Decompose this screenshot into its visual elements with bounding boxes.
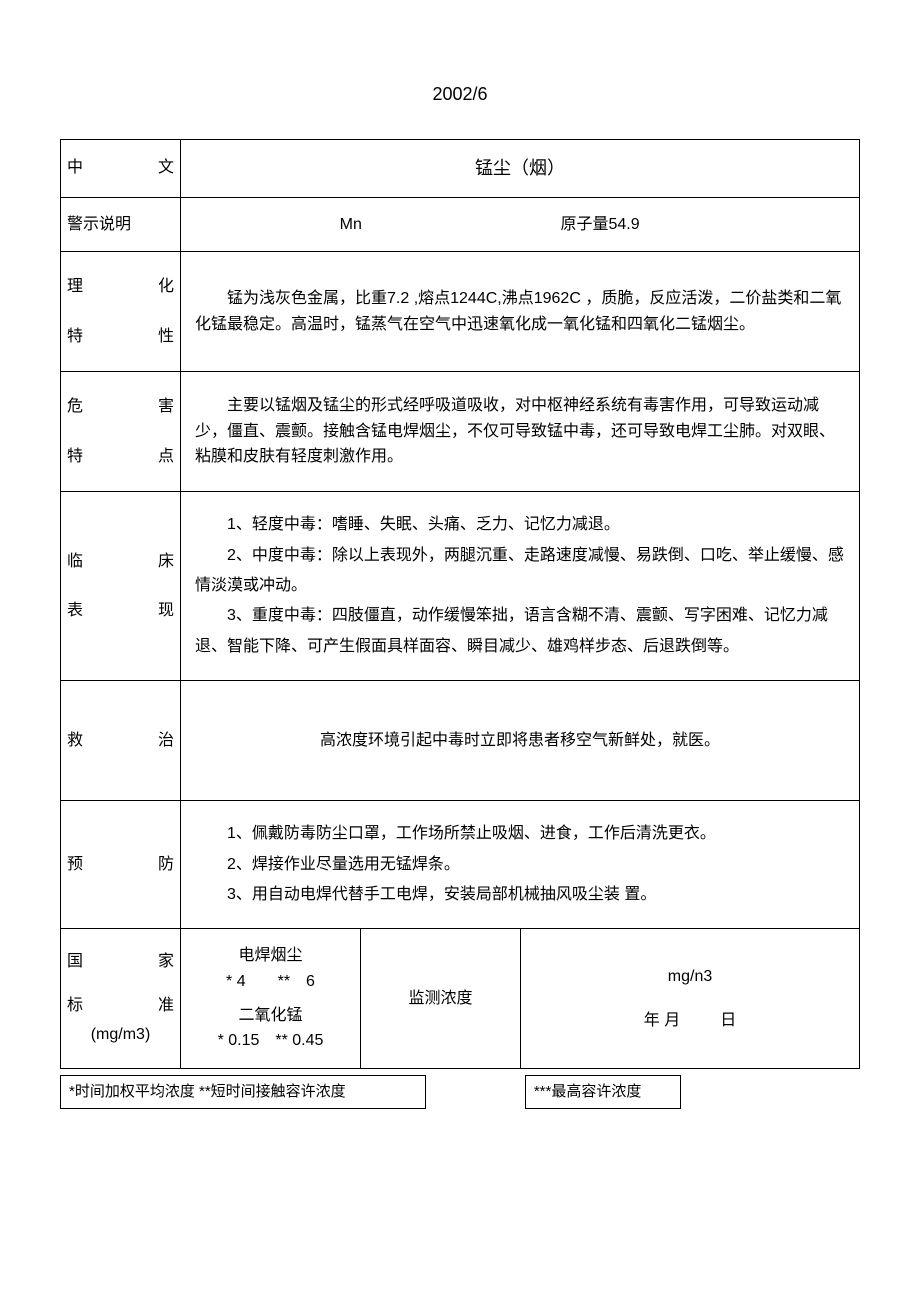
standard-unit: mg/n3	[668, 964, 712, 990]
hazard-content: 主要以锰烟及锰尘的形式经呼吸道吸收，对中枢神经系统有毒害作用，可导致运动减少，僵…	[181, 372, 860, 492]
clinical-content: 1、轻度中毒：嗜睡、失眠、头痛、乏力、记忆力减退。 2、中度中毒：除以上表现外，…	[181, 492, 860, 681]
standard-monitor: 监测浓度	[361, 929, 521, 1068]
footnote-pad	[680, 1075, 860, 1108]
label-char: 准	[158, 993, 174, 1019]
standard-items: 电焊烟尘 * 4 ** 6 二氧化锰 * 0.15 ** 0.45	[181, 929, 361, 1068]
prevention-content: 1、佩戴防毒防尘口罩，工作场所禁止吸烟、进食，工作后清洗更衣。 2、焊接作业尽量…	[181, 801, 860, 929]
standard-right: mg/n3 年 月 日	[521, 929, 860, 1068]
warning-formula: Mn	[181, 197, 521, 252]
date-ym: 年 月	[644, 1008, 680, 1034]
label-char: 点	[158, 444, 174, 470]
clinical-row: 临 床 表 现 1、轻度中毒：嗜睡、失眠、头痛、乏力、记忆力减退。 2、中度中毒：除…	[61, 492, 860, 681]
standard-unit-label: (mg/m3)	[67, 1022, 174, 1048]
treatment-content: 高浓度环境引起中毒时立即将患者移空气新鲜处，就医。	[181, 681, 860, 801]
footnote-spacer	[425, 1075, 525, 1108]
prevention-label: 预防	[61, 801, 181, 929]
label-char: 害	[158, 394, 174, 420]
label-char: 特	[67, 444, 83, 470]
label-char: 特	[67, 324, 83, 350]
label-char: 文	[158, 155, 174, 181]
label-char: 现	[158, 598, 174, 624]
standard-row: 国 家 标 准 (mg/m3) 电焊烟尘 * 4 ** 6 二氧化锰 * 0.15 …	[61, 929, 860, 1068]
std-item-name: 二氧化锰	[191, 1003, 350, 1029]
footnote-table: *时间加权平均浓度 **短时间接触容许浓度 ***最高容许浓度	[60, 1075, 860, 1109]
date-d: 日	[720, 1008, 736, 1034]
title-row: 中文 锰尘（烟）	[61, 139, 860, 197]
label-char: 表	[67, 598, 83, 624]
hazard-label: 危 害 特 点	[61, 372, 181, 492]
hazard-row: 危 害 特 点 主要以锰烟及锰尘的形式经呼吸道吸收，对中枢神经系统有毒害作用，可导致…	[61, 372, 860, 492]
label-char: 化	[158, 274, 174, 300]
header-date: 2002/6	[60, 80, 860, 109]
label-char: 治	[158, 728, 174, 754]
label-char: 预	[67, 852, 83, 878]
label-char: 救	[67, 728, 83, 754]
std-item-vals: * 0.15 ** 0.45	[191, 1028, 350, 1054]
std-item-name: 电焊烟尘	[191, 943, 350, 969]
warning-atomic: 原子量54.9	[521, 197, 860, 252]
standard-label: 国 家 标 准 (mg/m3)	[61, 929, 181, 1068]
clinical-line: 1、轻度中毒：嗜睡、失眠、头痛、乏力、记忆力减退。	[195, 510, 845, 540]
label-char: 国	[67, 949, 83, 975]
clinical-line: 3、重度中毒：四肢僵直，动作缓慢笨拙，语言含糊不清、震颤、写字困难、记忆力减退、…	[195, 601, 845, 662]
std-item-vals: * 4 ** 6	[191, 969, 350, 995]
label-char: 临	[67, 549, 83, 575]
clinical-line: 2、中度中毒：除以上表现外，两腿沉重、走路速度减慢、易跌倒、口吃、举止缓慢、感情…	[195, 541, 845, 602]
prevention-line: 2、焊接作业尽量选用无锰焊条。	[195, 850, 845, 880]
label-char: 标	[67, 993, 83, 1019]
prevention-line: 1、佩戴防毒防尘口罩，工作场所禁止吸烟、进食，工作后清洗更衣。	[195, 819, 845, 849]
warning-label: 警示说明	[61, 197, 181, 252]
footnote-left: *时间加权平均浓度 **短时间接触容许浓度	[61, 1075, 426, 1108]
warning-row: 警示说明 Mn 原子量54.9	[61, 197, 860, 252]
main-table: 中文 锰尘（烟） 警示说明 Mn 原子量54.9 理化 特性 锰为浅灰色金属，比…	[60, 139, 860, 1069]
title-value: 锰尘（烟）	[181, 139, 860, 197]
label-char: 床	[158, 549, 174, 575]
prevention-line: 3、用自动电焊代替手工电焊，安装局部机械抽风吸尘装 置。	[195, 880, 845, 910]
label-char: 理	[67, 274, 83, 300]
label-char: 家	[158, 949, 174, 975]
treatment-label: 救治	[61, 681, 181, 801]
label-char: 防	[158, 852, 174, 878]
label-char: 性	[158, 324, 174, 350]
clinical-label: 临 床 表 现	[61, 492, 181, 681]
standard-date: 年 月 日	[644, 1008, 736, 1034]
label-char: 危	[67, 394, 83, 420]
title-label: 中文	[61, 139, 181, 197]
physchem-row: 理 化 特 性 锰为浅灰色金属，比重7.2 ,熔点1244C,沸点1962C ，质脆…	[61, 252, 860, 372]
physchem-label: 理 化 特 性	[61, 252, 181, 372]
treatment-row: 救治 高浓度环境引起中毒时立即将患者移空气新鲜处，就医。	[61, 681, 860, 801]
physchem-content: 锰为浅灰色金属，比重7.2 ,熔点1244C,沸点1962C ，质脆，反应活泼，…	[181, 252, 860, 372]
footnote-right: ***最高容许浓度	[525, 1075, 680, 1108]
label-char: 中	[67, 155, 83, 181]
prevention-row: 预防 1、佩戴防毒防尘口罩，工作场所禁止吸烟、进食，工作后清洗更衣。 2、焊接作…	[61, 801, 860, 929]
